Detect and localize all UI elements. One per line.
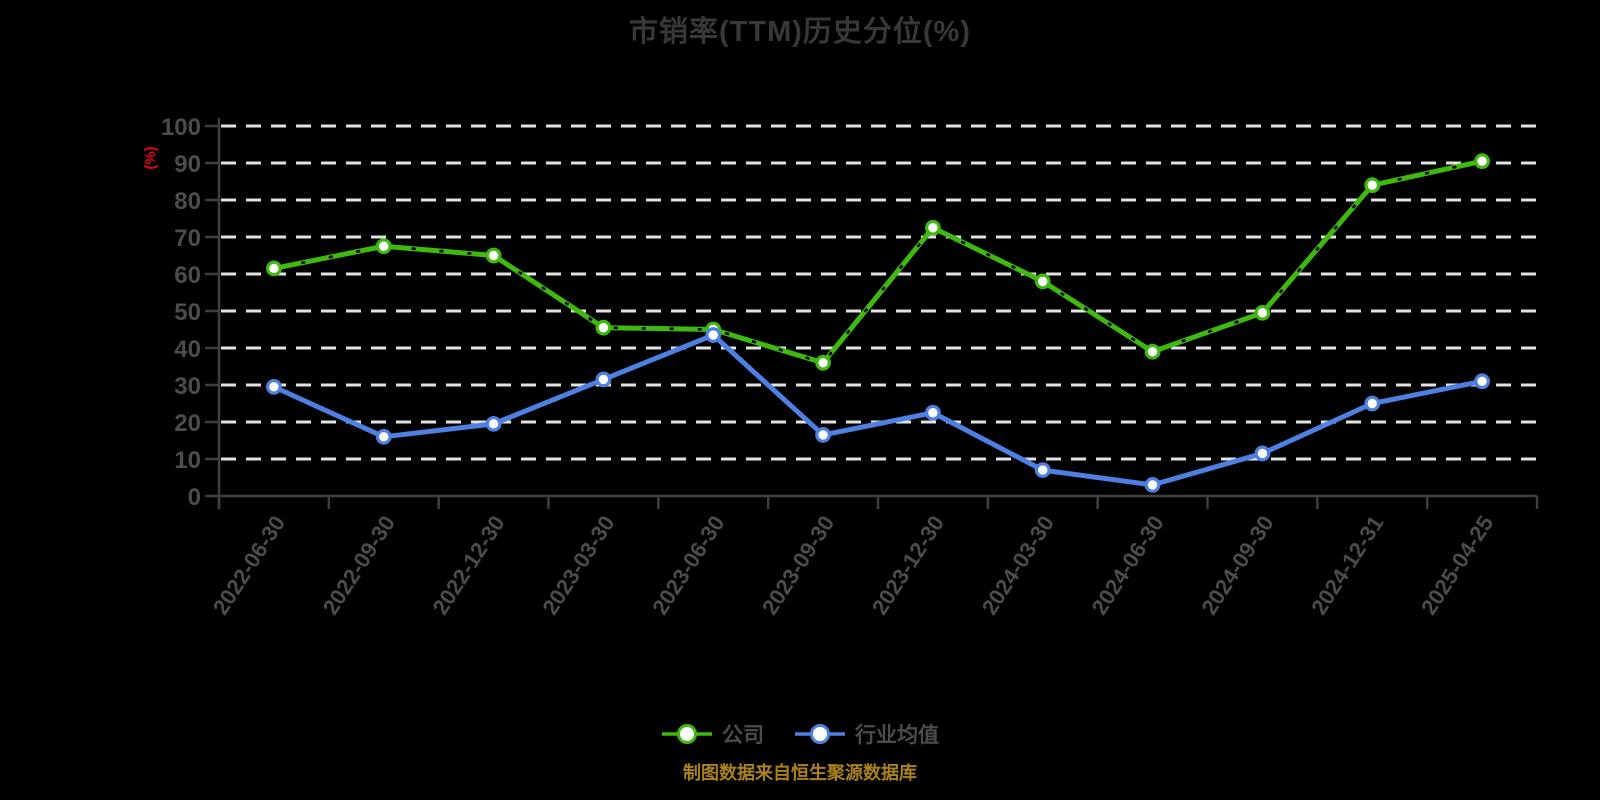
industry-data-point[interactable] — [1144, 477, 1161, 493]
y-tick-label: 0 — [188, 484, 201, 511]
legend-label-company: 公司 — [722, 724, 764, 747]
company-data-point[interactable] — [1034, 273, 1051, 290]
x-tick-label: 2023-09-30 — [757, 511, 839, 619]
x-tick-label: 2022-06-30 — [208, 511, 290, 619]
legend-item-industry[interactable]: 行业均值 — [794, 719, 939, 749]
industry-data-point[interactable] — [266, 378, 282, 395]
company-data-point[interactable] — [1144, 343, 1161, 360]
x-tick-label: 2023-03-30 — [537, 511, 619, 619]
y-tick-label: 90 — [174, 151, 201, 178]
y-tick-label: 50 — [174, 299, 201, 326]
company-data-point[interactable] — [925, 219, 941, 236]
y-tick-label: 40 — [174, 336, 201, 363]
legend-label-industry: 行业均值 — [855, 724, 939, 747]
company-data-point[interactable] — [815, 354, 831, 371]
industry-data-point[interactable] — [485, 415, 502, 432]
chart-title: 市销率(TTM)历史分位(%) — [628, 16, 971, 48]
industry-data-point[interactable] — [375, 428, 392, 445]
company-legend-marker-icon — [662, 724, 712, 744]
industry-data-point[interactable] — [1254, 445, 1271, 462]
x-tick-label: 2024-12-31 — [1306, 511, 1388, 619]
industry-data-point[interactable] — [925, 404, 941, 421]
x-tick-label: 2025-04-25 — [1416, 511, 1498, 619]
company-data-point[interactable] — [1364, 177, 1381, 194]
x-tick-label: 2024-06-30 — [1087, 511, 1169, 619]
y-tick-label: 20 — [174, 410, 201, 437]
y-tick-label: 60 — [174, 262, 201, 289]
chart-legend: 公司 行业均值 — [0, 719, 1600, 749]
industry-data-point[interactable] — [705, 327, 722, 343]
industry-data-point[interactable] — [1034, 462, 1051, 479]
x-tick-label: 2024-09-30 — [1196, 511, 1278, 619]
company-data-point[interactable] — [485, 247, 502, 264]
industry-series-line — [271, 332, 1485, 488]
legend-item-company[interactable]: 公司 — [661, 719, 764, 749]
x-tick-label: 2023-12-30 — [867, 511, 949, 619]
industry-data-point[interactable] — [815, 427, 831, 443]
company-data-point[interactable] — [375, 238, 392, 255]
industry-data-point[interactable] — [1364, 395, 1381, 412]
x-tick-label: 2023-06-30 — [647, 511, 729, 619]
company-data-point[interactable] — [1474, 153, 1490, 170]
x-tick-label: 2022-09-30 — [318, 511, 400, 619]
y-tick-label: 100 — [161, 114, 201, 141]
y-tick-label: 70 — [174, 225, 201, 252]
company-series-line-texture — [273, 159, 1483, 365]
industry-data-point[interactable] — [1474, 373, 1490, 390]
company-data-point[interactable] — [1254, 304, 1271, 321]
industry-data-point[interactable] — [595, 371, 612, 388]
y-tick-label: 10 — [174, 447, 201, 474]
y-tick-label: 30 — [174, 373, 201, 400]
company-series-line — [271, 158, 1485, 366]
x-tick-label: 2024-03-30 — [977, 511, 1059, 619]
y-tick-label: 80 — [174, 188, 201, 215]
industry-legend-marker-icon — [795, 724, 845, 744]
data-source-caption: 制图数据来自恒生聚源数据库 — [683, 763, 917, 783]
company-data-point[interactable] — [266, 260, 282, 277]
x-tick-label: 2022-12-30 — [428, 511, 510, 619]
company-data-point[interactable] — [595, 319, 612, 336]
